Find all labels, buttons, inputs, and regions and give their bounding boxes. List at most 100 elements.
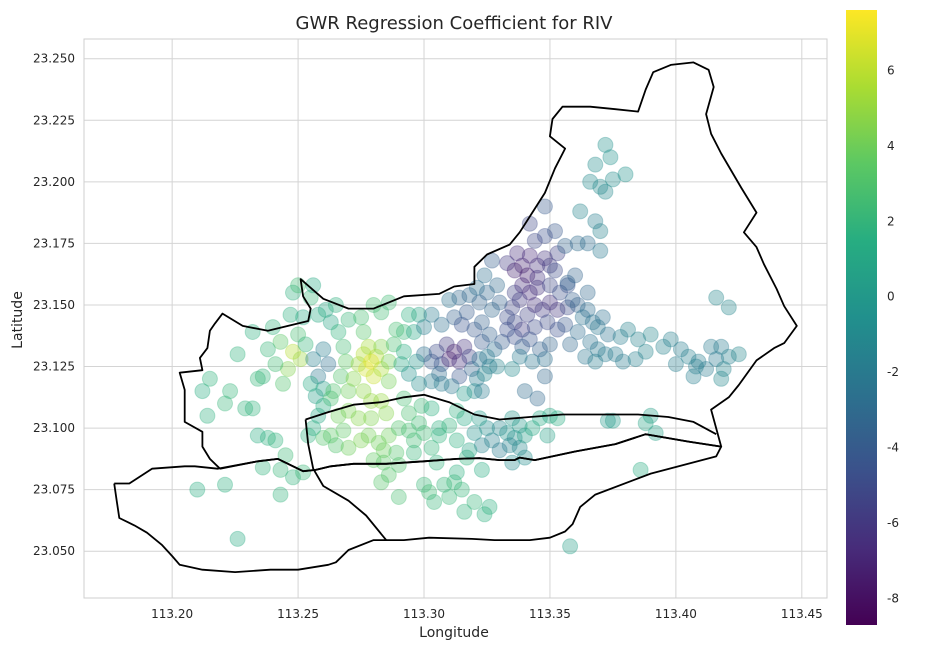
- data-point: [708, 351, 725, 368]
- data-point: [335, 338, 352, 355]
- data-point: [466, 321, 483, 338]
- data-point: [511, 348, 528, 365]
- data-point: [272, 333, 289, 350]
- data-point: [285, 469, 301, 486]
- data-point: [280, 361, 296, 377]
- data-point: [541, 257, 558, 274]
- data-point: [355, 383, 372, 400]
- data-point: [395, 324, 412, 340]
- data-point: [526, 297, 543, 313]
- data-point: [249, 370, 266, 387]
- data-point: [373, 474, 390, 491]
- data-point: [267, 432, 284, 449]
- data-point: [599, 326, 616, 343]
- data-point: [405, 444, 422, 461]
- data-point: [524, 353, 541, 370]
- district-boundary: [178, 61, 798, 473]
- data-point: [481, 326, 498, 343]
- data-point: [612, 329, 629, 345]
- data-point: [549, 321, 566, 338]
- data-point: [584, 314, 601, 331]
- data-point: [499, 309, 516, 326]
- data-point: [461, 348, 478, 365]
- data-point: [353, 309, 370, 326]
- data-point: [489, 277, 506, 294]
- data-point: [713, 338, 730, 355]
- data-point: [577, 348, 594, 365]
- y-tick-label: 23.075: [33, 483, 75, 497]
- data-point: [662, 331, 679, 348]
- y-tick-label: 23.225: [33, 113, 75, 127]
- data-point: [549, 410, 566, 427]
- data-point: [411, 415, 427, 432]
- data-point: [355, 346, 372, 363]
- data-point: [604, 171, 621, 188]
- data-point: [607, 346, 624, 363]
- y-tick-label: 23.200: [33, 175, 75, 189]
- data-point: [237, 400, 254, 417]
- data-point: [582, 333, 599, 350]
- data-point: [597, 183, 614, 200]
- data-point: [471, 294, 488, 311]
- district-boundary: [305, 393, 717, 435]
- data-point: [708, 289, 725, 306]
- data-point: [272, 461, 289, 478]
- data-point: [267, 356, 284, 373]
- data-point: [433, 356, 450, 373]
- data-point: [340, 383, 357, 400]
- data-point: [421, 484, 438, 501]
- data-point: [499, 255, 516, 272]
- data-point: [481, 358, 498, 375]
- data-point: [400, 405, 417, 422]
- data-point: [514, 321, 531, 338]
- data-point: [416, 425, 432, 441]
- data-point: [479, 284, 495, 301]
- data-point: [506, 284, 523, 301]
- data-point: [484, 432, 500, 449]
- data-point: [536, 250, 553, 267]
- data-point: [413, 397, 430, 414]
- data-point: [579, 301, 596, 318]
- data-point: [486, 341, 503, 358]
- data-point: [416, 319, 432, 336]
- data-point: [592, 223, 609, 240]
- data-point: [479, 420, 495, 437]
- data-point: [569, 235, 586, 252]
- data-point: [405, 432, 422, 449]
- y-axis-title: Latitude: [10, 291, 26, 349]
- data-point: [466, 494, 483, 510]
- data-point: [672, 341, 689, 358]
- data-point: [370, 434, 387, 451]
- data-point: [504, 361, 521, 377]
- data-point: [217, 395, 233, 412]
- data-point: [617, 166, 634, 183]
- data-point: [597, 136, 614, 153]
- data-point: [514, 277, 531, 294]
- data-point: [698, 361, 715, 377]
- data-point: [491, 420, 508, 437]
- data-point: [531, 341, 548, 358]
- data-point: [620, 321, 636, 338]
- data-point: [720, 299, 737, 316]
- data-point: [408, 353, 425, 370]
- data-point: [373, 338, 390, 355]
- data-point: [322, 390, 339, 407]
- data-point: [572, 203, 589, 220]
- colorbar: -8 -6 -4 -2 0 2 4 6: [846, 10, 899, 625]
- data-point: [476, 365, 493, 382]
- data-point: [378, 405, 395, 422]
- data-point: [423, 439, 440, 456]
- data-point: [562, 538, 579, 555]
- data-point: [476, 267, 493, 284]
- y-tick-label: 23.100: [33, 421, 75, 435]
- data-point: [627, 351, 644, 368]
- x-axis-title: Longitude: [419, 625, 489, 641]
- data-point: [499, 425, 516, 441]
- data-point: [536, 228, 553, 244]
- data-point: [456, 385, 473, 402]
- data-point: [327, 297, 344, 313]
- data-point: [579, 284, 596, 301]
- data-point: [511, 439, 528, 456]
- data-point: [340, 311, 357, 328]
